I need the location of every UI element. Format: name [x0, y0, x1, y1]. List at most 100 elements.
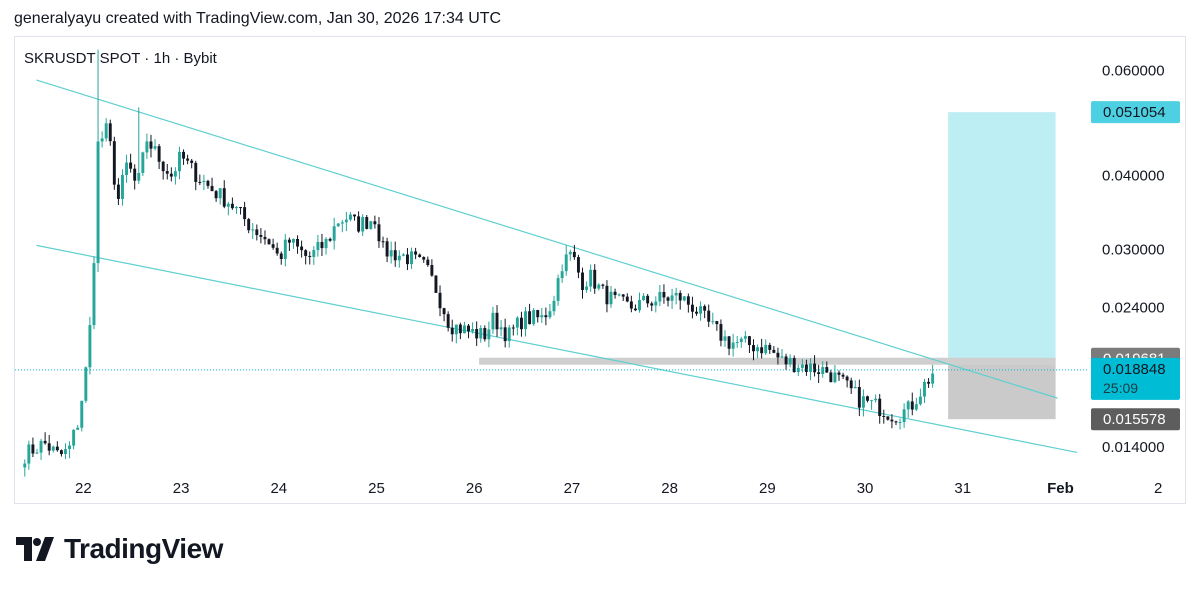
symbol-label[interactable]: SKRUSDT SPOT · 1h · Bybit: [24, 50, 217, 67]
candle-body: [259, 235, 263, 237]
candle-body: [678, 292, 682, 301]
stop-zone: [948, 358, 1056, 420]
candle-body: [446, 314, 450, 328]
candle-body: [157, 146, 161, 162]
candle-body: [182, 151, 186, 159]
candle-body: [564, 254, 568, 272]
candle-body: [361, 217, 365, 232]
entry-band: [479, 357, 1056, 365]
candle-body: [552, 300, 556, 312]
candle-body: [418, 254, 422, 258]
candle-body: [792, 358, 796, 373]
candle-body: [393, 250, 397, 261]
countdown-label: 25:09: [1103, 380, 1138, 396]
candle-body: [308, 255, 312, 257]
candle-body: [80, 400, 84, 428]
candle-body: [829, 372, 833, 383]
candle-body: [153, 146, 157, 149]
y-tick-label: 0.040000: [1102, 167, 1165, 184]
candle-body: [108, 123, 112, 142]
candle-body: [739, 338, 743, 343]
candle-body: [870, 400, 874, 402]
candle-body: [768, 344, 772, 350]
candle-body: [222, 188, 226, 207]
candle-body: [462, 325, 466, 334]
candle-body: [695, 311, 698, 314]
candle-body: [316, 241, 320, 251]
position-zones: [479, 112, 1056, 420]
candle-body: [658, 292, 662, 302]
candle-body: [320, 241, 324, 249]
candle-body: [137, 172, 141, 181]
candle-body: [764, 344, 768, 354]
candle-body: [149, 141, 153, 149]
candle-body: [735, 342, 739, 344]
candle-body: [84, 367, 88, 401]
tradingview-logo: TradingView: [16, 533, 223, 565]
candle-body: [377, 224, 381, 242]
candle-body: [239, 207, 243, 209]
candle-body: [255, 229, 259, 236]
candle-body: [202, 180, 206, 183]
candle-body: [304, 250, 308, 256]
candle-body: [853, 387, 857, 389]
candle-body: [633, 308, 637, 311]
candle-body: [719, 324, 723, 341]
candle-body: [190, 160, 194, 163]
y-tick-label: 0.014000: [1102, 439, 1165, 456]
candle-body: [312, 250, 316, 257]
candle-body: [878, 398, 882, 416]
candle-body: [279, 253, 283, 260]
candle-body: [133, 168, 137, 181]
candle-body: [576, 257, 580, 273]
candle-body: [906, 401, 910, 410]
candle-body: [809, 363, 812, 372]
candle-body: [723, 336, 727, 341]
candle-body: [129, 162, 133, 169]
tradingview-logo-icon: [16, 537, 54, 561]
price-badge-label: 0.015578: [1103, 411, 1166, 428]
candle-body: [910, 401, 914, 410]
x-tick-label: 2: [1154, 480, 1162, 497]
candle-body: [788, 358, 792, 365]
candle-body: [536, 310, 540, 318]
lower-trendline: [36, 244, 1078, 454]
candle-body: [918, 396, 922, 405]
candle-body: [397, 255, 401, 261]
price-badge-current: [1091, 357, 1180, 400]
candle-body: [544, 315, 548, 318]
candle-body: [511, 327, 515, 329]
candles: [23, 49, 935, 477]
candle-body: [556, 278, 560, 301]
candle-body: [548, 311, 552, 318]
candle-body: [821, 367, 825, 375]
candle-body: [59, 450, 63, 455]
candle-body: [894, 421, 898, 423]
candle-body: [524, 311, 527, 330]
candle-body: [92, 263, 96, 326]
candle-body: [47, 443, 51, 451]
candle-body: [670, 295, 674, 301]
candle-body: [64, 449, 67, 455]
candle-body: [263, 236, 267, 240]
candle-body: [353, 214, 356, 217]
candle-body: [690, 304, 694, 312]
candle-body: [589, 269, 593, 287]
candle-body: [369, 221, 373, 229]
candle-body: [804, 364, 808, 372]
candle-body: [454, 324, 458, 335]
candle-body: [882, 415, 886, 417]
brand-name: TradingView: [64, 533, 223, 564]
candle-body: [332, 226, 336, 241]
attribution-header: generalyayu created with TradingView.com…: [14, 10, 502, 27]
candle-body: [267, 239, 271, 245]
candle-body: [825, 367, 829, 373]
x-tick-label: 22: [75, 480, 92, 497]
candle-body: [638, 300, 641, 311]
candle-body: [682, 296, 686, 301]
candle-body: [206, 180, 210, 186]
candle-body: [169, 173, 173, 177]
candle-body: [743, 336, 747, 339]
